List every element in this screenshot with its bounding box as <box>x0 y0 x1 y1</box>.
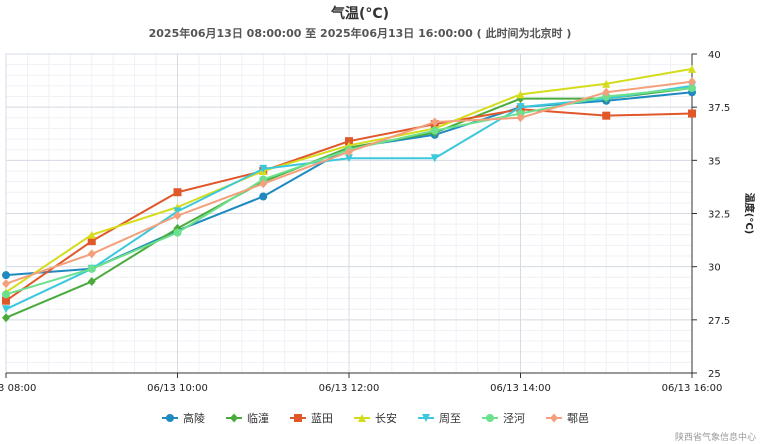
data-point <box>2 305 10 314</box>
legend-item[interactable]: 高陵 <box>162 411 205 425</box>
legend-label: 泾河 <box>503 412 525 425</box>
data-point <box>2 290 10 299</box>
legend-label: 周至 <box>439 412 461 425</box>
data-point <box>2 313 10 323</box>
legend-label: 临潼 <box>247 411 269 425</box>
y-tick-label: 27.5 <box>708 316 730 327</box>
data-point <box>516 90 525 99</box>
y-tick-label: 35 <box>708 156 721 167</box>
legend-marker <box>166 414 174 422</box>
data-point <box>173 228 182 237</box>
legend: 高陵 临潼 蓝田 长安 周至 泾河 鄠邑 <box>162 411 589 425</box>
data-point <box>2 271 10 280</box>
data-point <box>516 103 525 112</box>
legend-label: 鄠邑 <box>567 412 589 425</box>
data-point <box>345 137 353 146</box>
chart-title: 气温(°C) <box>330 5 389 22</box>
x-tick-label: 06/13 14:00 <box>490 383 551 394</box>
data-point <box>688 77 696 87</box>
data-point <box>87 277 96 287</box>
credit-text: 陕西省气象信息中心 <box>675 431 756 443</box>
legend-marker <box>230 413 238 423</box>
data-point <box>602 111 611 120</box>
data-point <box>87 264 96 273</box>
y-tick-label: 32.5 <box>708 210 730 221</box>
data-point <box>602 79 611 88</box>
legend-marker <box>422 414 430 422</box>
legend-item[interactable]: 长安 <box>354 411 397 425</box>
data-point <box>173 188 182 197</box>
data-point <box>688 84 696 93</box>
data-point <box>87 237 96 246</box>
y-tick-label: 25 <box>708 369 721 380</box>
legend-marker <box>486 414 494 422</box>
legend-label: 长安 <box>375 411 397 425</box>
legend-item[interactable]: 鄠邑 <box>546 412 589 425</box>
legend-item[interactable]: 蓝田 <box>290 412 333 425</box>
data-point <box>430 126 439 135</box>
data-point <box>259 164 268 173</box>
data-point <box>430 117 439 127</box>
legend-marker <box>358 414 366 422</box>
data-point <box>2 279 10 289</box>
y-tick-label: 37.5 <box>708 103 730 114</box>
data-point <box>430 154 439 163</box>
legend-label: 蓝田 <box>311 412 333 425</box>
data-point <box>602 87 611 97</box>
legend-marker <box>294 414 302 422</box>
data-point <box>688 64 696 73</box>
chart-subtitle: 2025年06月13日 08:00:00 至 2025年06月13日 16:00… <box>149 26 572 40</box>
data-point <box>259 192 268 201</box>
data-point <box>259 179 268 189</box>
data-point <box>87 230 96 239</box>
x-tick-label: 06/13 12:00 <box>319 383 380 394</box>
series-鄠邑 <box>2 77 696 289</box>
plot-area <box>5 53 693 374</box>
y-axis-label: 温度(°C) <box>743 193 756 234</box>
legend-marker <box>550 413 558 423</box>
data-point <box>345 147 353 157</box>
y-axis: 25 27.5 30 32.5 35 37.5 40 <box>692 50 730 380</box>
x-tick-label: 06/13 08:00 <box>0 383 36 394</box>
legend-item[interactable]: 周至 <box>418 412 461 425</box>
data-point <box>516 113 525 123</box>
legend-item[interactable]: 临潼 <box>226 411 269 425</box>
x-tick-label: 06/13 16:00 <box>662 383 723 394</box>
x-tick-label: 06/13 10:00 <box>147 383 208 394</box>
data-point <box>87 249 96 259</box>
legend-item[interactable]: 泾河 <box>482 412 525 425</box>
data-point <box>345 154 353 163</box>
x-axis: 06/13 08:00 06/13 10:00 06/13 12:00 06/13 1… <box>0 373 722 394</box>
series-group <box>2 64 696 323</box>
y-tick-label: 40 <box>708 50 721 61</box>
data-point <box>173 211 182 221</box>
data-point <box>688 109 696 118</box>
legend-label: 高陵 <box>183 411 205 425</box>
data-point <box>2 296 10 305</box>
y-tick-label: 30 <box>708 263 721 274</box>
